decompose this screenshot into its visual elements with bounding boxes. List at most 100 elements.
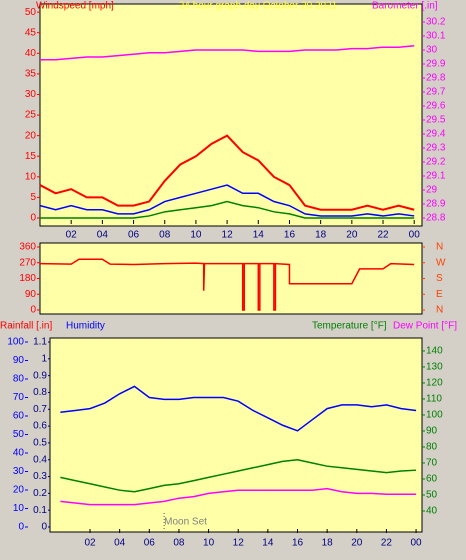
y2-tick-label: 140 (426, 346, 443, 357)
x-tick-label: 16 (284, 230, 296, 241)
y-tick-label: 0 (30, 305, 36, 316)
series-line (40, 200, 415, 219)
y-tick-label: 70 (13, 392, 25, 403)
y-tick-label: 180 (19, 273, 36, 284)
y-tick-label: 45 (25, 27, 37, 38)
x-tick-label: 22 (381, 538, 393, 549)
y2-tick-label: 90 (426, 426, 438, 437)
y2-tick-label: 29.8 (426, 73, 446, 84)
y2-tick-label: N (436, 305, 443, 316)
direction-plot-area (39, 242, 423, 315)
y2-tick-label: E (436, 289, 443, 300)
y2-tick-label: 110 (426, 394, 442, 405)
x-tick-label: 06 (144, 538, 156, 549)
y-tick-label: 90 (13, 355, 25, 366)
annotation-text: Moon Set (164, 517, 207, 528)
y2-tick-label: N (436, 242, 443, 253)
y-tick-label: 100 (7, 337, 24, 348)
x-tick-label: 00 (409, 230, 421, 241)
x-tick-label: 18 (322, 538, 334, 549)
temperature-label: Temperature [°F] (312, 321, 387, 332)
y-tick-label: 40 (13, 448, 25, 459)
y-tick-label: 5 (30, 192, 36, 203)
climate-plot-area (49, 337, 423, 533)
y-tick-label: 270 (19, 257, 36, 268)
rain-tick-label: 1.1 (33, 337, 47, 348)
y2-tick-label: 60 (426, 474, 438, 485)
y-tick-label: 360 (19, 242, 36, 253)
x-tick-label: 08 (173, 538, 185, 549)
x-tick-label: 12 (222, 230, 234, 241)
y2-tick-label: 40 (426, 506, 438, 517)
y2-tick-label: W (436, 257, 446, 268)
y-tick-label: 40 (25, 48, 37, 59)
y-tick-label: 90 (25, 289, 37, 300)
rain-tick-label: 0.1 (33, 505, 47, 516)
series-line (60, 487, 417, 506)
y-tick-label: 50 (13, 429, 25, 440)
y2-tick-label: 29.1 (426, 171, 446, 182)
y2-tick-label: 29 (426, 185, 438, 196)
x-tick-label: 04 (97, 230, 109, 241)
y2-tick-label: S (436, 273, 443, 284)
x-tick-label: 06 (128, 230, 140, 241)
dewpoint-label: Dew Point [°F] (393, 321, 457, 332)
y2-tick-label: 29.6 (426, 101, 446, 112)
series-line (39, 258, 415, 311)
x-tick-label: 02 (84, 538, 96, 549)
rain-tick-label: 0.2 (33, 488, 47, 499)
y2-tick-label: 70 (426, 458, 438, 469)
y-tick-label: 25 (25, 110, 37, 121)
y2-tick-label: 29.4 (426, 129, 446, 140)
rain-tick-label: 0.3 (33, 471, 47, 482)
y2-tick-label: 29.2 (426, 157, 446, 168)
series-line (39, 184, 415, 217)
y-tick-label: 20 (25, 130, 37, 141)
y2-tick-label: 29.9 (426, 59, 446, 70)
y2-tick-label: 80 (426, 442, 438, 453)
rain-tick-label: 0.9 (33, 370, 47, 381)
y2-tick-label: 30 (426, 45, 438, 56)
series-line (40, 45, 415, 61)
y-tick-label: 80 (13, 374, 25, 385)
x-tick-label: 14 (253, 230, 265, 241)
barometer-axis-label: Barometer [.in] (372, 1, 438, 12)
x-tick-label: 04 (114, 538, 126, 549)
wind-axis-label: Windspeed [mph] (36, 1, 114, 12)
wind-plot-area (39, 3, 423, 227)
graph-title: 24 hour graph day October 20 2021 (179, 1, 338, 12)
rain-tick-label: 0.7 (33, 404, 47, 415)
x-tick-label: 12 (233, 538, 245, 549)
y2-tick-label: 130 (426, 362, 443, 373)
x-tick-label: 02 (66, 230, 78, 241)
x-tick-label: 00 (411, 538, 423, 549)
x-tick-label: 08 (159, 230, 171, 241)
x-tick-label: 22 (377, 230, 389, 241)
y2-tick-label: 50 (426, 490, 438, 501)
rain-tick-label: 0.8 (33, 387, 47, 398)
x-tick-label: 10 (203, 538, 215, 549)
y-tick-label: 30 (25, 89, 37, 100)
y2-tick-label: 29.7 (426, 87, 446, 98)
y2-tick-label: 30.2 (426, 17, 446, 28)
rain-tick-label: 0.4 (33, 454, 47, 465)
y2-tick-label: 100 (426, 410, 443, 421)
x-tick-label: 20 (351, 538, 363, 549)
rain-tick-label: 0.5 (33, 438, 47, 449)
x-tick-label: 16 (292, 538, 304, 549)
y2-tick-label: 30.1 (426, 31, 446, 42)
y-tick-label: 60 (13, 411, 25, 422)
humidity-label: Humidity (66, 321, 105, 332)
y2-tick-label: 29.3 (426, 143, 446, 154)
x-tick-label: 20 (346, 230, 358, 241)
rain-tick-label: 0.6 (33, 421, 47, 432)
y2-tick-label: 28.8 (426, 213, 446, 224)
rain-tick-label: 1 (41, 353, 47, 364)
y-tick-label: 0 (30, 213, 36, 224)
y-tick-label: 30 (13, 466, 25, 477)
x-tick-label: 14 (262, 538, 274, 549)
y2-tick-label: 120 (426, 378, 443, 389)
y-tick-label: 35 (25, 69, 37, 80)
x-tick-label: 18 (315, 230, 327, 241)
